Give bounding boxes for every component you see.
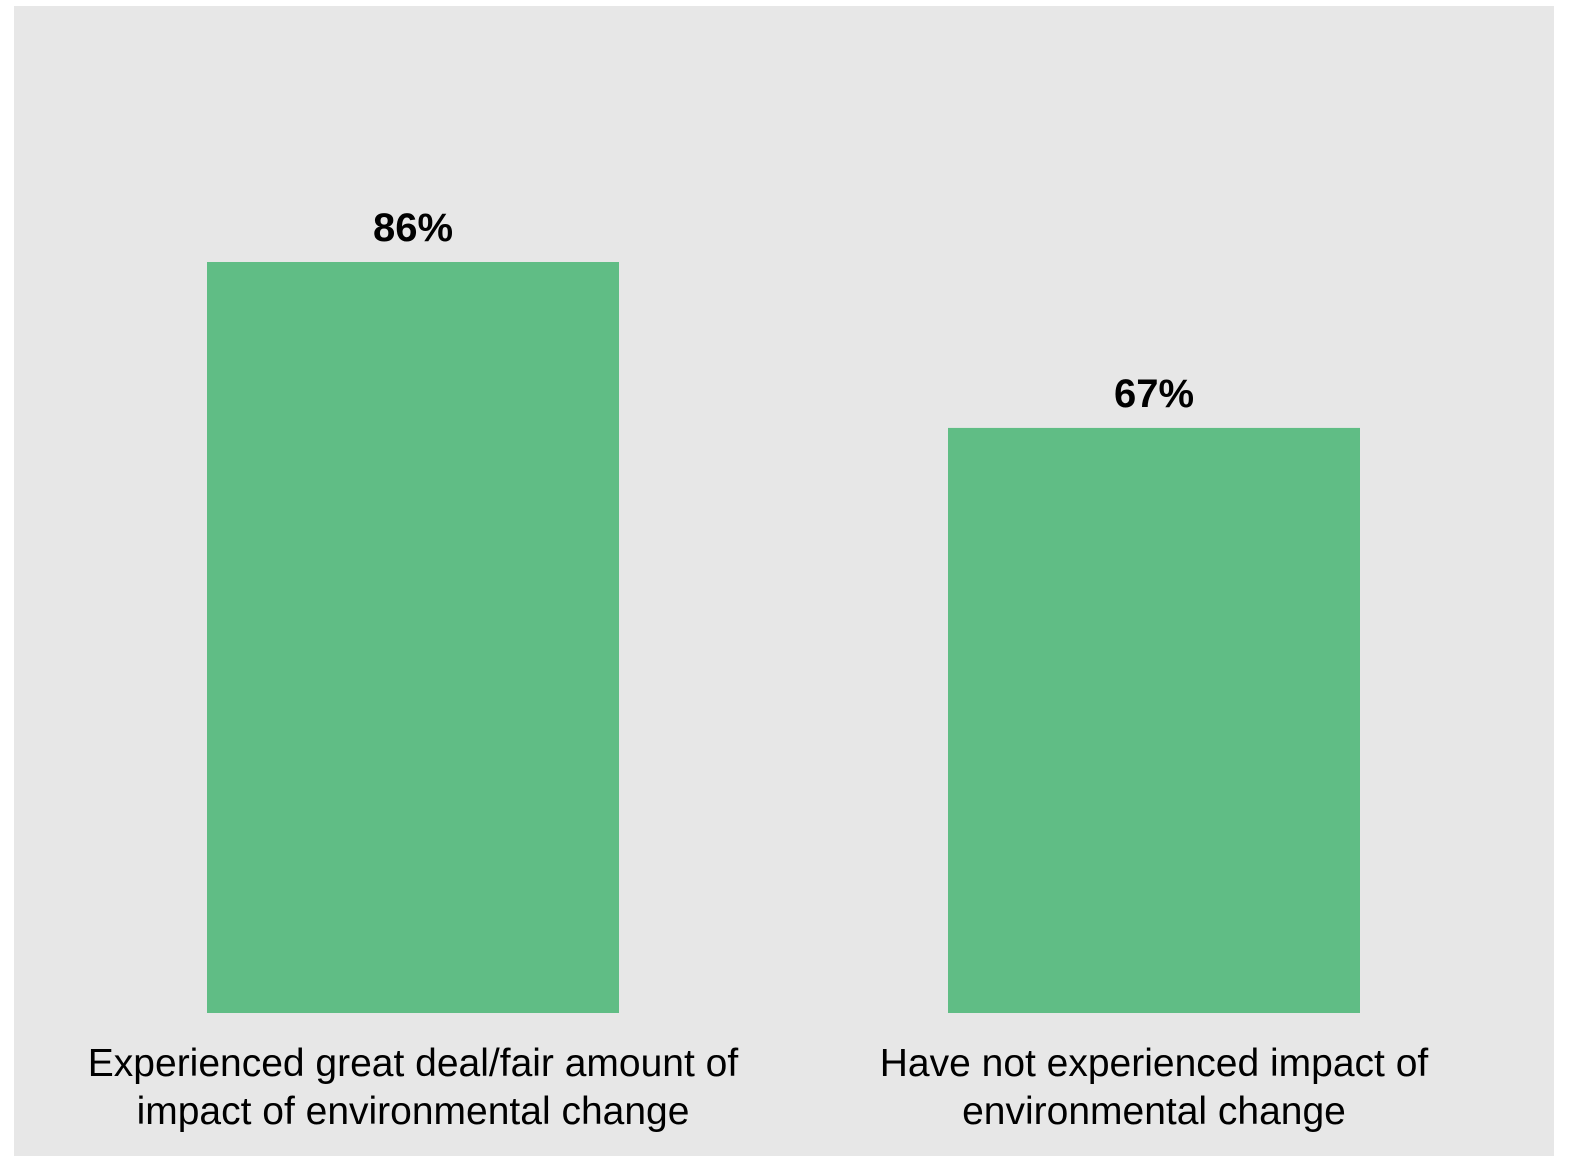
category-label-1-line-2: impact of environmental change	[137, 1090, 690, 1133]
bar-value-label-1: 86%	[373, 206, 453, 250]
category-label-2-line-2: environmental change	[962, 1090, 1346, 1133]
bar-1	[207, 262, 619, 1013]
bars-layer	[207, 262, 1360, 1014]
bar-2	[948, 427, 1360, 1014]
labels-layer: 86% Experienced great deal/fair amount of…	[88, 206, 1429, 1133]
category-label-1-line-1: Experienced great deal/fair amount of	[88, 1042, 739, 1085]
bar-value-label-2: 67%	[1114, 372, 1194, 416]
category-label-2-line-1: Have not experienced impact of	[880, 1042, 1429, 1085]
